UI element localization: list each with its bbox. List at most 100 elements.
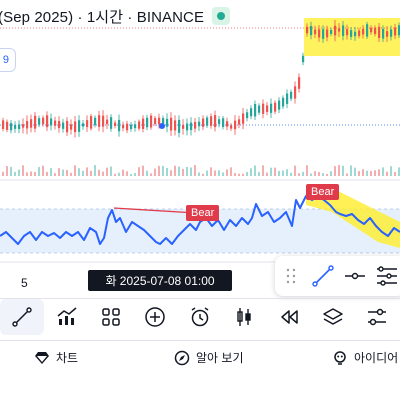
volume-bar <box>274 167 276 176</box>
candle <box>202 118 205 127</box>
tab-ideas-label: 아이디어 <box>354 351 399 365</box>
volume-bar <box>38 167 40 176</box>
volume-bar <box>234 173 236 176</box>
volume-bar <box>18 169 20 176</box>
tab-ideas[interactable]: 아이디어 <box>332 349 398 366</box>
volume-bar <box>330 171 332 176</box>
indicators-icon[interactable] <box>44 299 88 335</box>
candle <box>382 28 385 39</box>
volume-bar <box>338 165 340 176</box>
settings-icon[interactable] <box>355 299 399 335</box>
volume-bar <box>262 165 264 176</box>
volume-bar <box>218 170 220 176</box>
volume-bar <box>298 173 300 176</box>
candle <box>226 121 229 127</box>
candle <box>254 103 257 117</box>
trendline-icon[interactable] <box>0 299 45 335</box>
candle <box>302 55 305 63</box>
volume-bar <box>54 173 56 176</box>
candle <box>114 122 117 126</box>
candle <box>350 30 353 37</box>
candle <box>78 120 81 132</box>
volume-bar <box>194 165 196 176</box>
candle <box>342 25 345 36</box>
volume-bar <box>350 165 352 176</box>
grid-icon[interactable] <box>89 299 133 335</box>
layers-icon[interactable] <box>311 299 355 335</box>
volume-bar <box>2 171 4 176</box>
trendline-tool-icon[interactable] <box>307 260 339 292</box>
lightbulb-icon <box>334 350 346 365</box>
tab-chart[interactable]: 차트 <box>34 349 78 366</box>
volume-bar <box>286 169 288 176</box>
candle <box>26 121 29 129</box>
rewind-icon[interactable] <box>266 299 310 335</box>
candle <box>398 25 400 36</box>
candle <box>178 119 181 133</box>
candle <box>370 27 373 33</box>
candle <box>182 125 185 129</box>
bear-label: Bear <box>306 184 340 200</box>
candle <box>310 25 313 36</box>
candle <box>62 122 65 129</box>
volume-bar <box>390 166 392 176</box>
volume-bar <box>366 170 368 176</box>
candle <box>174 120 177 131</box>
candle <box>6 121 9 130</box>
volume-bar <box>398 167 400 176</box>
volume-bar <box>166 167 168 176</box>
horizontal-ray-icon[interactable] <box>339 260 371 292</box>
volume-bar <box>150 173 152 176</box>
candle <box>270 103 273 113</box>
volume-bar <box>134 173 136 176</box>
volume-bar <box>282 170 284 176</box>
candle <box>18 124 21 130</box>
candle <box>10 123 13 131</box>
candle <box>338 28 341 32</box>
volume-bar <box>326 173 328 176</box>
tab-learn[interactable]: 알아 보기 <box>174 349 244 366</box>
candle <box>334 25 337 36</box>
drag-handle-icon[interactable] <box>275 260 307 292</box>
alarm-icon[interactable] <box>178 299 222 335</box>
replay-icon[interactable] <box>222 299 266 335</box>
candle <box>210 116 213 126</box>
volume-bar <box>142 165 144 176</box>
candle <box>34 115 37 129</box>
volume-bar <box>242 173 244 176</box>
pitchfork-icon[interactable] <box>371 260 400 292</box>
volume-bar <box>130 173 132 176</box>
candle <box>346 29 349 36</box>
candle <box>74 121 77 133</box>
volume-bar <box>114 173 116 176</box>
volume-bar <box>294 165 296 176</box>
candle <box>134 124 137 129</box>
volume-bar <box>382 167 384 176</box>
chart-header: (Sep 2025) · 1시간 · BINANCE <box>0 0 400 32</box>
candle <box>262 103 265 114</box>
candle <box>214 115 217 128</box>
volume-bar <box>202 173 204 176</box>
candle <box>30 119 33 128</box>
volume-bar <box>182 169 184 176</box>
volume-bar <box>26 172 28 176</box>
volume-bar <box>306 165 308 176</box>
candle <box>46 115 49 128</box>
symbol-title[interactable]: (Sep 2025) · 1시간 · BINANCE <box>0 8 205 26</box>
candle <box>14 125 17 129</box>
price-chart[interactable] <box>0 0 400 300</box>
candle <box>166 118 169 127</box>
volume-bar <box>42 165 44 176</box>
candle <box>266 105 269 112</box>
candle <box>222 118 225 127</box>
candle <box>194 121 197 129</box>
volume-bar <box>14 171 16 176</box>
candle <box>294 86 297 99</box>
candle <box>378 26 381 38</box>
crosshair-date-label: 화 2025-07-08 01:00 <box>88 270 232 291</box>
price-tag-chip[interactable]: 9 <box>0 48 16 72</box>
candle <box>282 97 285 107</box>
add-icon[interactable] <box>133 299 177 335</box>
candle <box>154 118 157 125</box>
volume-bar <box>30 171 32 176</box>
